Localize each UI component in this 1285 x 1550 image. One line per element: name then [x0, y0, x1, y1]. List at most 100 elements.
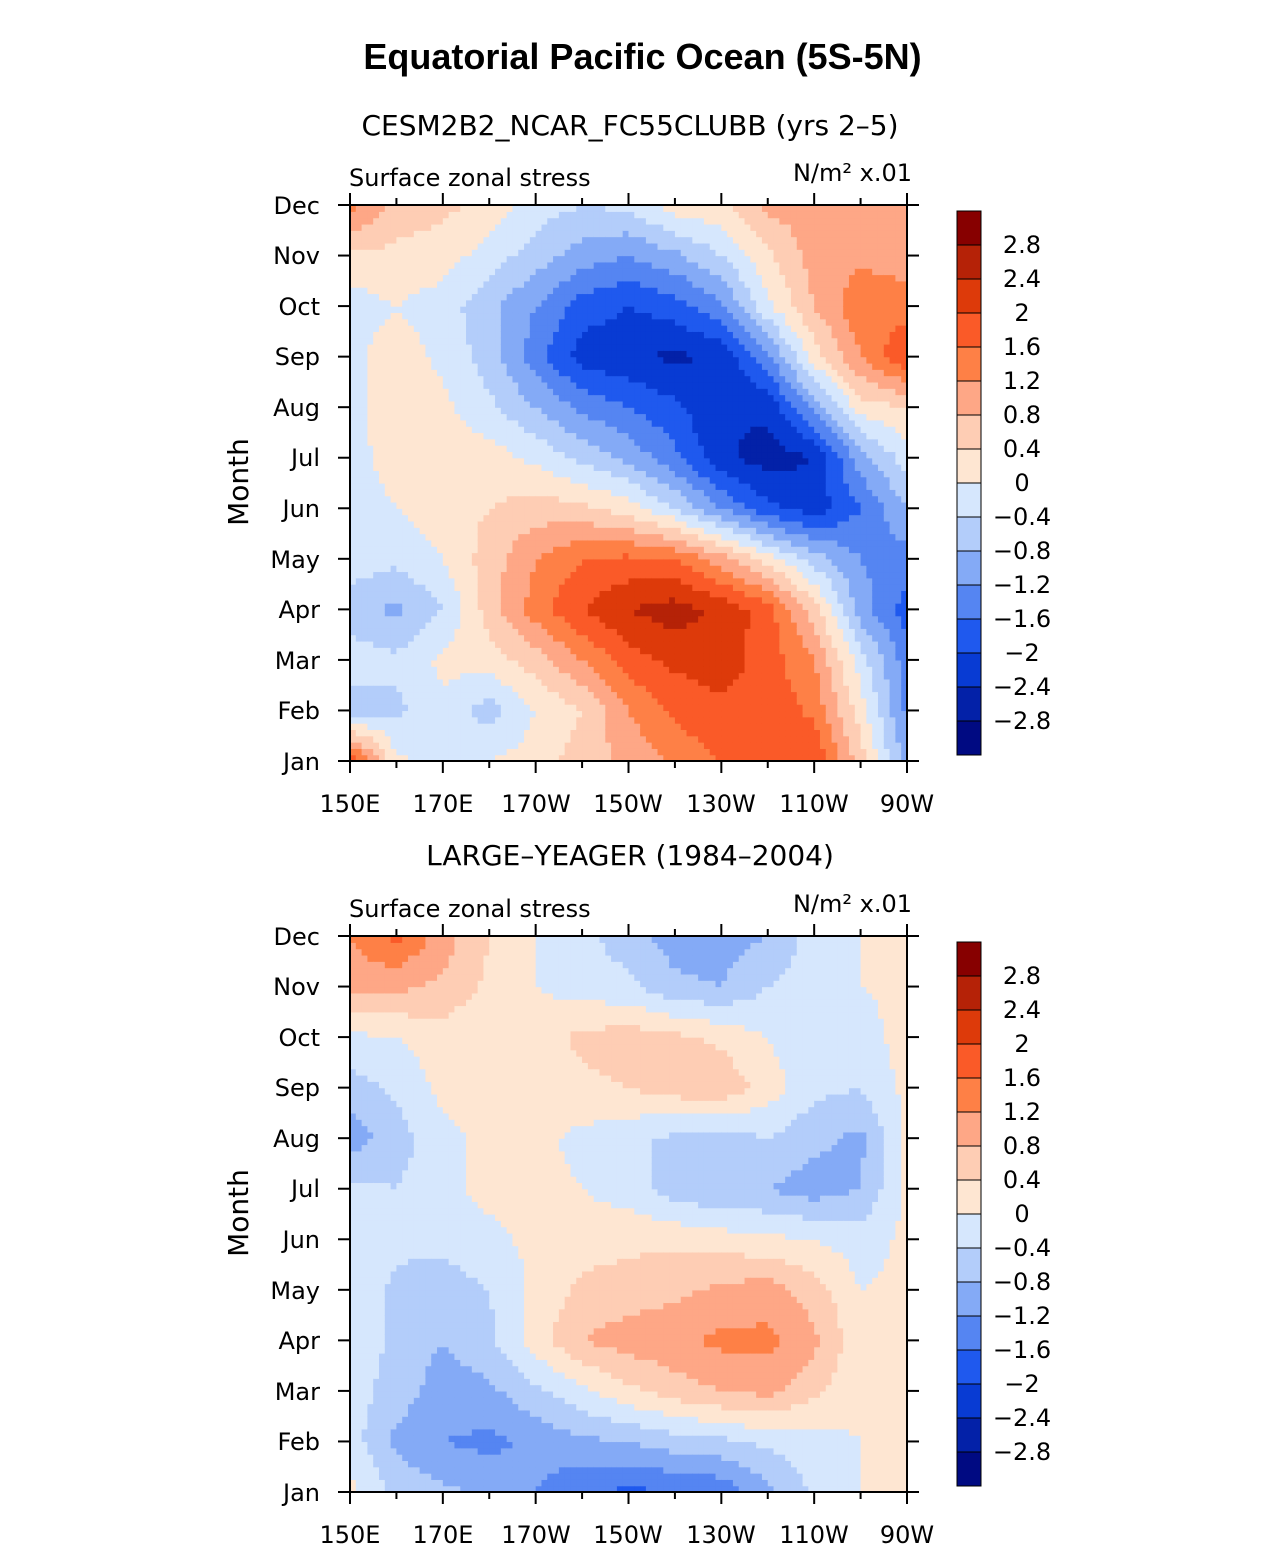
heatmap-cell [384, 331, 392, 339]
heatmap-cell [361, 672, 368, 680]
heatmap-cell [361, 400, 368, 408]
heatmap-cell [634, 571, 641, 579]
heatmap-cell [361, 735, 368, 743]
heatmap-cell [419, 508, 427, 516]
heatmap-cell [645, 704, 653, 712]
heatmap-cell [413, 223, 421, 231]
heatmap-cell [489, 249, 496, 257]
heatmap-cell [355, 552, 363, 560]
heatmap-cell [361, 261, 368, 269]
heatmap-cell [622, 647, 630, 655]
heatmap-cell [495, 710, 502, 718]
heatmap-cell [640, 552, 647, 560]
heatmap-cell [471, 590, 479, 598]
heatmap-cell [373, 419, 380, 427]
heatmap-cell [477, 742, 485, 749]
heatmap-cell [413, 647, 421, 655]
heatmap-cell [541, 584, 548, 592]
heatmap-cell [535, 622, 543, 629]
heatmap-cell [384, 558, 392, 566]
heatmap-cell [657, 729, 664, 737]
heatmap-cell [582, 451, 589, 459]
heatmap-cell [431, 615, 438, 623]
heatmap-cell [524, 413, 531, 421]
heatmap-cell [634, 249, 641, 257]
heatmap-cell [663, 205, 670, 212]
heatmap-cell [471, 647, 479, 655]
heatmap-cell [622, 501, 630, 509]
heatmap-cell [622, 577, 630, 585]
heatmap-cell [448, 729, 456, 737]
heatmap-cell [622, 432, 630, 440]
heatmap-cell [419, 748, 427, 756]
heatmap-cell [576, 609, 583, 617]
heatmap-cell [553, 584, 560, 592]
heatmap-cell [355, 205, 363, 212]
heatmap-cell [442, 483, 450, 490]
heatmap-cell [390, 546, 398, 554]
heatmap-cell [640, 501, 647, 509]
heatmap-cell [512, 710, 519, 718]
heatmap-cell [384, 287, 392, 295]
heatmap-cell [442, 754, 450, 762]
heatmap-cell [402, 678, 409, 686]
heatmap-cell [413, 552, 421, 560]
heatmap-cell [524, 653, 531, 661]
heatmap-cell [570, 558, 577, 566]
heatmap-cell [616, 596, 624, 604]
heatmap-cell [645, 464, 653, 471]
heatmap-cell [425, 464, 432, 471]
heatmap-cell [576, 634, 583, 642]
heatmap-cell [442, 565, 450, 573]
heatmap-cell [471, 628, 479, 636]
heatmap-cell [593, 457, 601, 465]
heatmap-cell [645, 672, 653, 680]
heatmap-cell [437, 678, 444, 686]
heatmap-cell [558, 628, 566, 636]
heatmap-cell [599, 375, 606, 383]
heatmap-cell [529, 558, 537, 566]
heatmap-cell [390, 527, 398, 535]
heatmap-cell [651, 299, 659, 307]
heatmap-cell [384, 622, 392, 629]
heatmap-cell [466, 451, 473, 459]
heatmap-cell [466, 634, 473, 642]
heatmap-cell [616, 558, 624, 566]
heatmap-cell [413, 249, 421, 257]
heatmap-cell [651, 710, 659, 718]
heatmap-cell [628, 609, 635, 617]
heatmap-cell [558, 748, 566, 756]
heatmap-cell [587, 615, 595, 623]
heatmap-cell [408, 261, 415, 269]
heatmap-cell [402, 546, 409, 554]
heatmap-cell [489, 325, 496, 332]
heatmap-cell [645, 552, 653, 560]
heatmap-cell [448, 312, 456, 320]
heatmap-cell [361, 388, 368, 396]
heatmap-cell [674, 691, 682, 699]
heatmap-cell [355, 628, 363, 636]
heatmap-cell [640, 268, 647, 276]
heatmap-cell [384, 590, 392, 598]
heatmap-cell [645, 375, 653, 383]
heatmap-cell [645, 653, 653, 661]
heatmap-cell [669, 230, 676, 238]
heatmap-cell [582, 691, 589, 699]
heatmap-cell [460, 691, 467, 699]
heatmap-cell [628, 628, 635, 636]
heatmap-cell [477, 508, 485, 516]
heatmap-cell [495, 659, 502, 667]
heatmap-cell [611, 577, 618, 585]
heatmap-cell [413, 261, 421, 269]
heatmap-cell [669, 527, 676, 535]
heatmap-cell [495, 445, 502, 453]
heatmap-cell [611, 274, 618, 282]
heatmap-cell [616, 280, 624, 288]
heatmap-cell [373, 451, 380, 459]
heatmap-cell [622, 514, 630, 522]
heatmap-cell [471, 375, 479, 383]
heatmap-cell [471, 306, 479, 314]
heatmap-cell [384, 634, 392, 642]
heatmap-cell [373, 539, 380, 547]
heatmap-cell [535, 293, 543, 301]
